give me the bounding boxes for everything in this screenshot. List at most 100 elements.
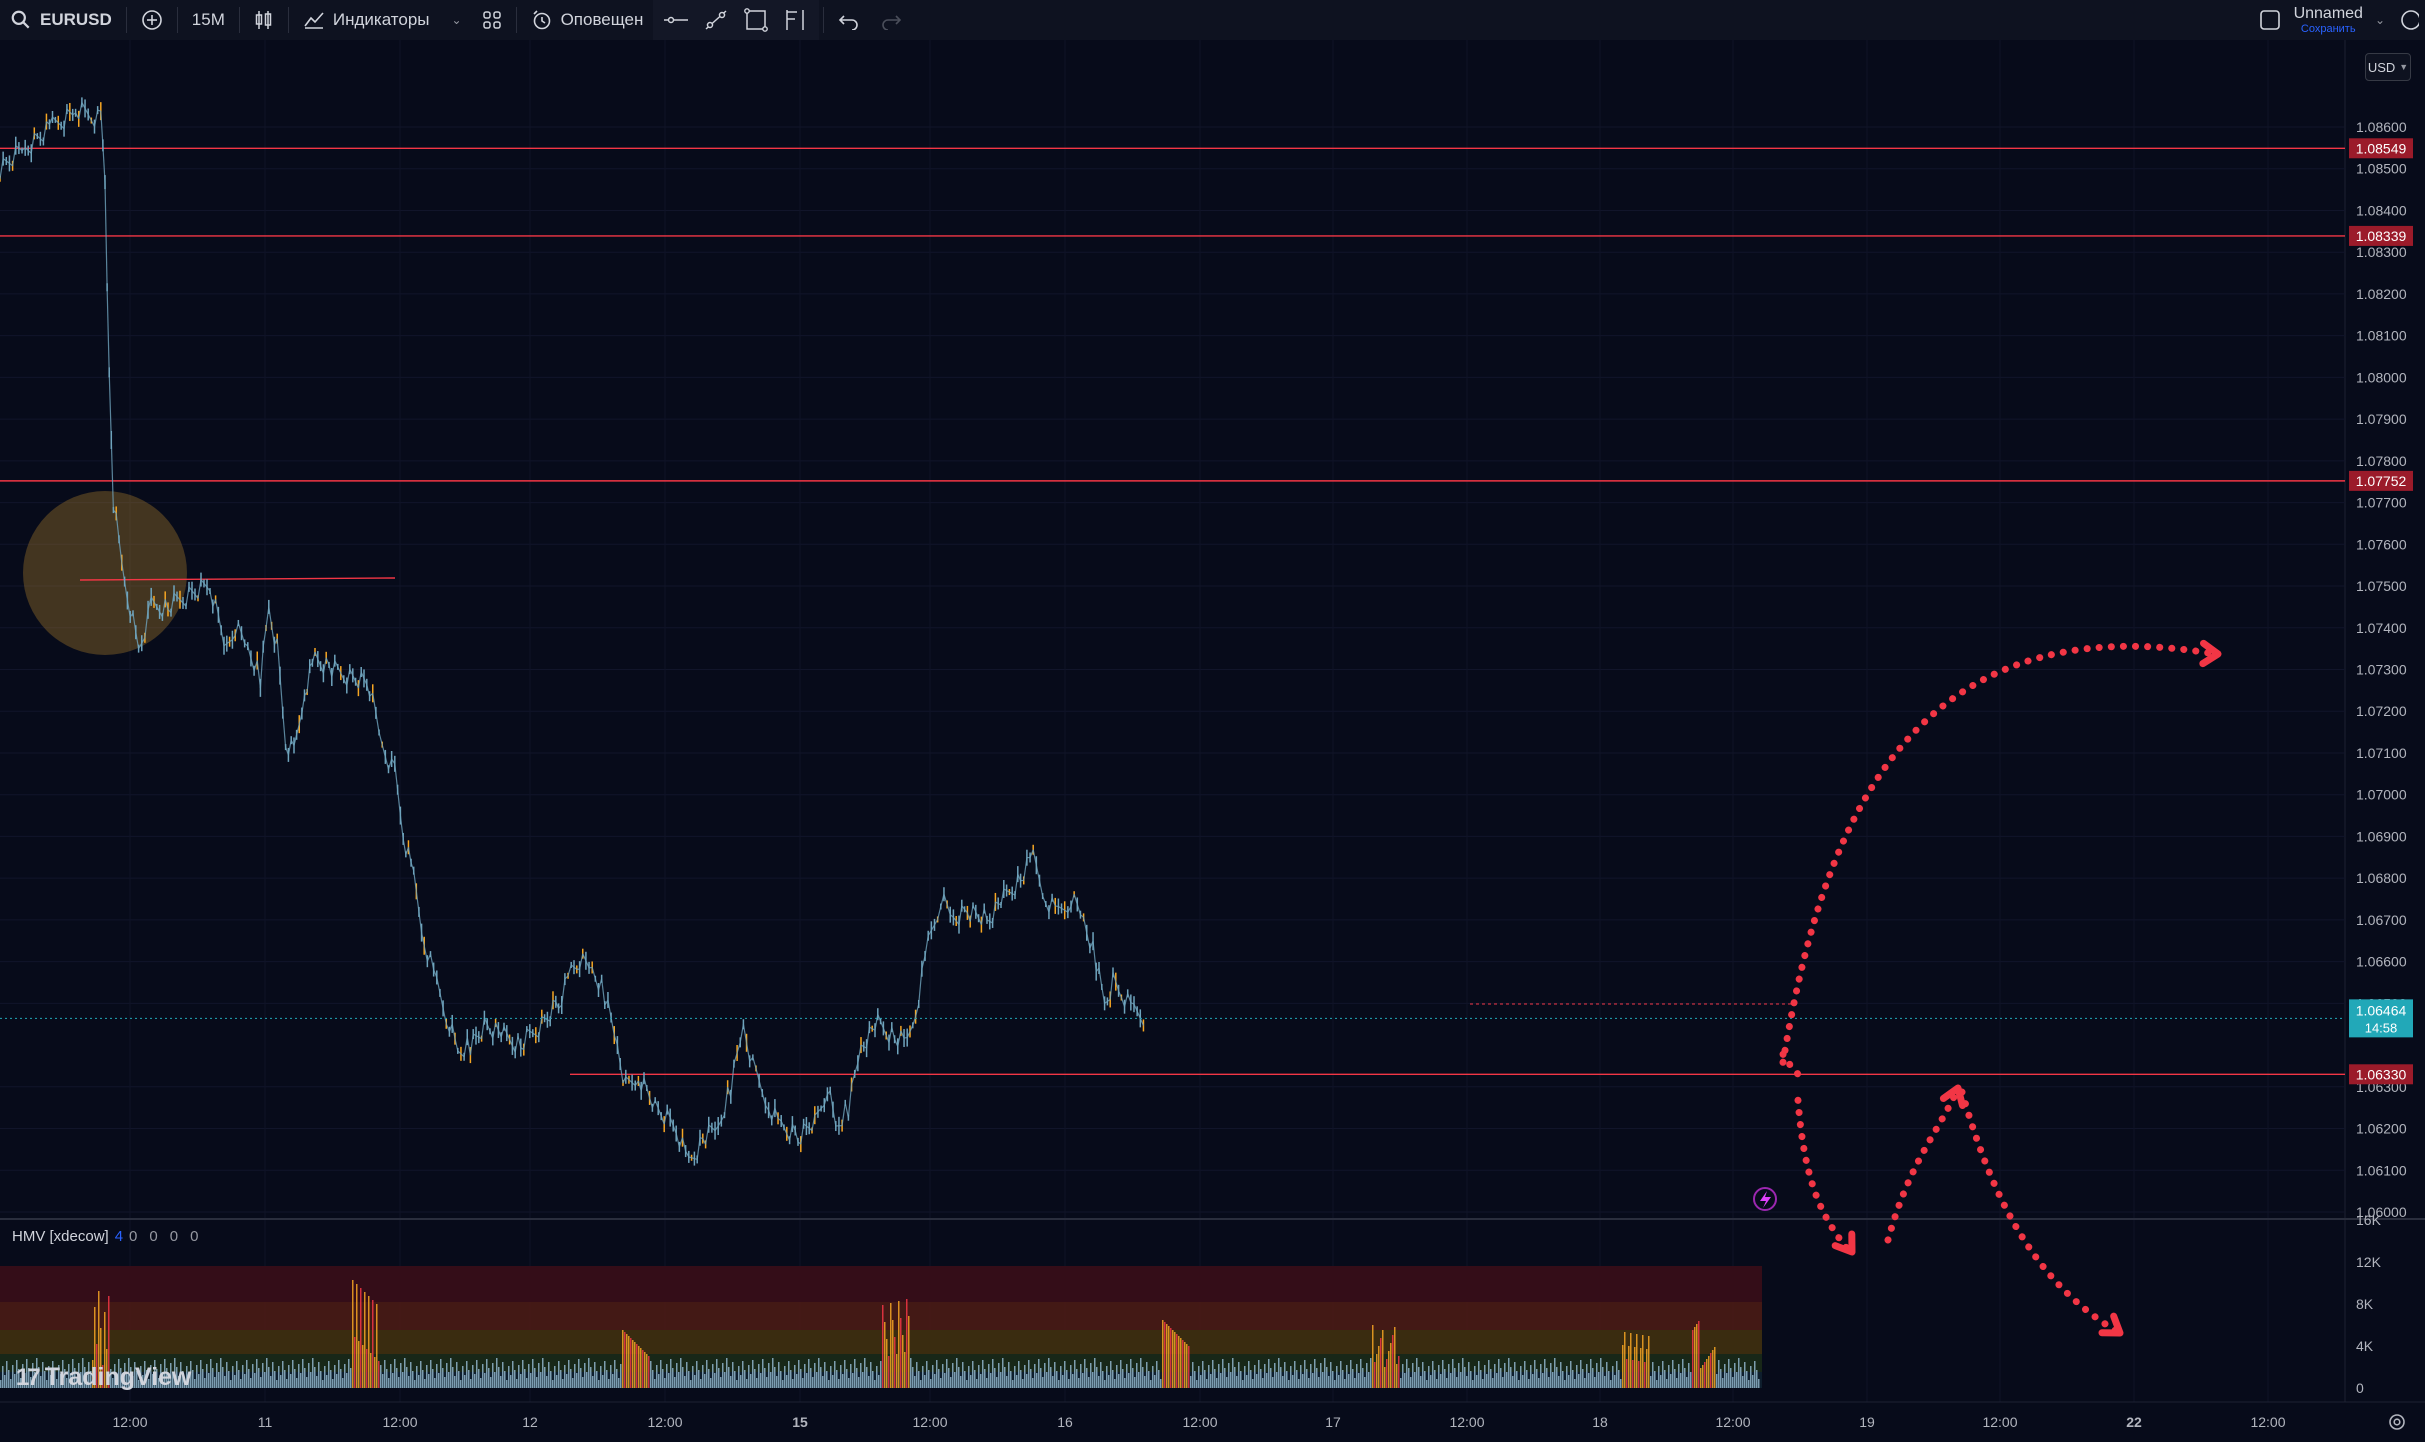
price-path-segment bbox=[986, 919, 991, 922]
chevron-down-icon[interactable]: ⌄ bbox=[2374, 13, 2385, 27]
volume-bar bbox=[42, 1362, 44, 1388]
price-path-segment bbox=[523, 1029, 528, 1050]
indicator-legend[interactable]: HMV [xdecow] 4 0 0 0 0 bbox=[12, 1228, 204, 1245]
currency-selector[interactable]: USD ▼ bbox=[2365, 53, 2411, 81]
volume-bar bbox=[1062, 1375, 1064, 1388]
volume-bar bbox=[958, 1367, 960, 1388]
compare-symbol-button[interactable] bbox=[131, 0, 173, 40]
square-icon[interactable] bbox=[2258, 8, 2282, 32]
price-path-segment bbox=[514, 1036, 519, 1053]
arrow-head[interactable] bbox=[2199, 639, 2222, 668]
price-chart[interactable]: 1.060001.061001.062001.063001.065001.066… bbox=[0, 40, 2425, 1442]
save-label[interactable]: Сохранить bbox=[2300, 22, 2356, 35]
price-path-segment bbox=[355, 681, 359, 689]
y-tick-label: 1.08200 bbox=[2356, 286, 2407, 302]
volume-bar bbox=[340, 1369, 342, 1388]
volume-bar bbox=[132, 1376, 134, 1388]
price-path-segment bbox=[5, 160, 10, 164]
volume-bar bbox=[1614, 1375, 1616, 1388]
volume-bar bbox=[872, 1371, 874, 1388]
trend-line-icon[interactable] bbox=[703, 8, 729, 32]
volume-bar bbox=[324, 1366, 326, 1388]
volume-bar bbox=[1348, 1374, 1350, 1388]
volume-bar bbox=[1560, 1362, 1562, 1388]
price-path-segment bbox=[317, 658, 322, 667]
volume-bar bbox=[96, 1344, 98, 1388]
volume-bar bbox=[32, 1363, 34, 1388]
projection-down-arrow[interactable] bbox=[1794, 1096, 1852, 1254]
projection-final-down-arrow[interactable] bbox=[1958, 1088, 2122, 1336]
volume-bar bbox=[1002, 1358, 1004, 1388]
gear-icon[interactable] bbox=[2387, 1412, 2407, 1432]
volume-bar bbox=[620, 1364, 622, 1388]
rectangle-icon[interactable] bbox=[743, 7, 769, 33]
volume-bar bbox=[88, 1362, 90, 1388]
resistance-line[interactable] bbox=[79, 577, 396, 581]
volume-bar bbox=[1114, 1379, 1116, 1388]
volume-bar bbox=[630, 1338, 632, 1388]
arrow-head[interactable] bbox=[2098, 1312, 2124, 1337]
volume-bar bbox=[1524, 1361, 1526, 1388]
price-path-segment bbox=[924, 935, 929, 957]
volume-bar bbox=[146, 1370, 148, 1388]
volume-bar bbox=[1180, 1338, 1182, 1388]
volume-bar bbox=[1328, 1376, 1330, 1388]
volume-bar bbox=[1222, 1359, 1224, 1388]
volume-bar bbox=[182, 1371, 184, 1388]
price-level-label: 1.07752 bbox=[2356, 473, 2407, 489]
alerts-button[interactable]: Оповещен bbox=[521, 0, 654, 40]
volume-bar bbox=[514, 1370, 516, 1388]
volume-bar bbox=[526, 1378, 528, 1388]
price-path-segment bbox=[472, 1033, 477, 1037]
templates-button[interactable] bbox=[472, 0, 512, 40]
chart-type-button[interactable] bbox=[244, 0, 284, 40]
projection-retest-arrow[interactable] bbox=[1884, 1084, 1962, 1244]
interval-button[interactable]: 15M bbox=[182, 0, 235, 40]
tradingview-logo[interactable]: 17 TradingView bbox=[16, 1363, 192, 1392]
arrow-head[interactable] bbox=[1831, 1230, 1856, 1256]
volume-bar bbox=[1594, 1377, 1596, 1388]
volume-bar bbox=[1472, 1380, 1474, 1388]
volume-bar bbox=[1012, 1380, 1014, 1388]
volume-bar bbox=[1268, 1359, 1270, 1388]
redo-button[interactable] bbox=[870, 0, 912, 40]
arrow-head[interactable] bbox=[1939, 1084, 1966, 1109]
chevron-down-icon[interactable]: ⌄ bbox=[451, 13, 462, 27]
lightning-icon[interactable] bbox=[1753, 1187, 1777, 1211]
price-path-segment bbox=[958, 905, 963, 925]
volume-bar bbox=[386, 1369, 388, 1388]
volume-heat-band bbox=[0, 1330, 1762, 1354]
volume-bar bbox=[1736, 1372, 1738, 1388]
volume-bar bbox=[362, 1345, 364, 1388]
y-tick-label: 1.07600 bbox=[2356, 536, 2407, 552]
projection-up-arrow[interactable] bbox=[1779, 642, 2219, 1066]
symbol-search-button[interactable]: EURUSD bbox=[0, 0, 122, 40]
projection-connector[interactable] bbox=[1779, 1050, 1802, 1078]
horizontal-line-icon[interactable] bbox=[663, 10, 689, 30]
indicators-button[interactable]: Индикаторы ⌄ bbox=[293, 0, 472, 40]
camera-icon[interactable] bbox=[2397, 8, 2419, 32]
fib-icon[interactable] bbox=[783, 7, 809, 33]
price-path-segment bbox=[969, 905, 974, 922]
volume-bar bbox=[1312, 1373, 1314, 1388]
volume-bar bbox=[760, 1373, 762, 1388]
undo-button[interactable] bbox=[828, 0, 870, 40]
volume-bar bbox=[982, 1360, 984, 1388]
volume-bar bbox=[570, 1369, 572, 1388]
price-path-segment bbox=[604, 999, 609, 1006]
volume-bar bbox=[1622, 1345, 1624, 1388]
volume-bar bbox=[1172, 1330, 1174, 1388]
volume-bar bbox=[204, 1378, 206, 1388]
volume-bar bbox=[678, 1372, 680, 1388]
volume-bar bbox=[136, 1371, 138, 1388]
volume-bar bbox=[388, 1378, 390, 1388]
volume-bar bbox=[744, 1370, 746, 1388]
volume-bar bbox=[1414, 1372, 1416, 1388]
volume-bar bbox=[122, 1377, 124, 1388]
volume-bar bbox=[1174, 1332, 1176, 1388]
price-path-segment bbox=[448, 1023, 453, 1032]
indicator-value: 0 bbox=[129, 1228, 144, 1245]
price-path-segment bbox=[21, 147, 26, 151]
layout-name-button[interactable]: Unnamed Сохранить bbox=[2294, 5, 2363, 35]
price-path-segment bbox=[866, 1027, 870, 1049]
